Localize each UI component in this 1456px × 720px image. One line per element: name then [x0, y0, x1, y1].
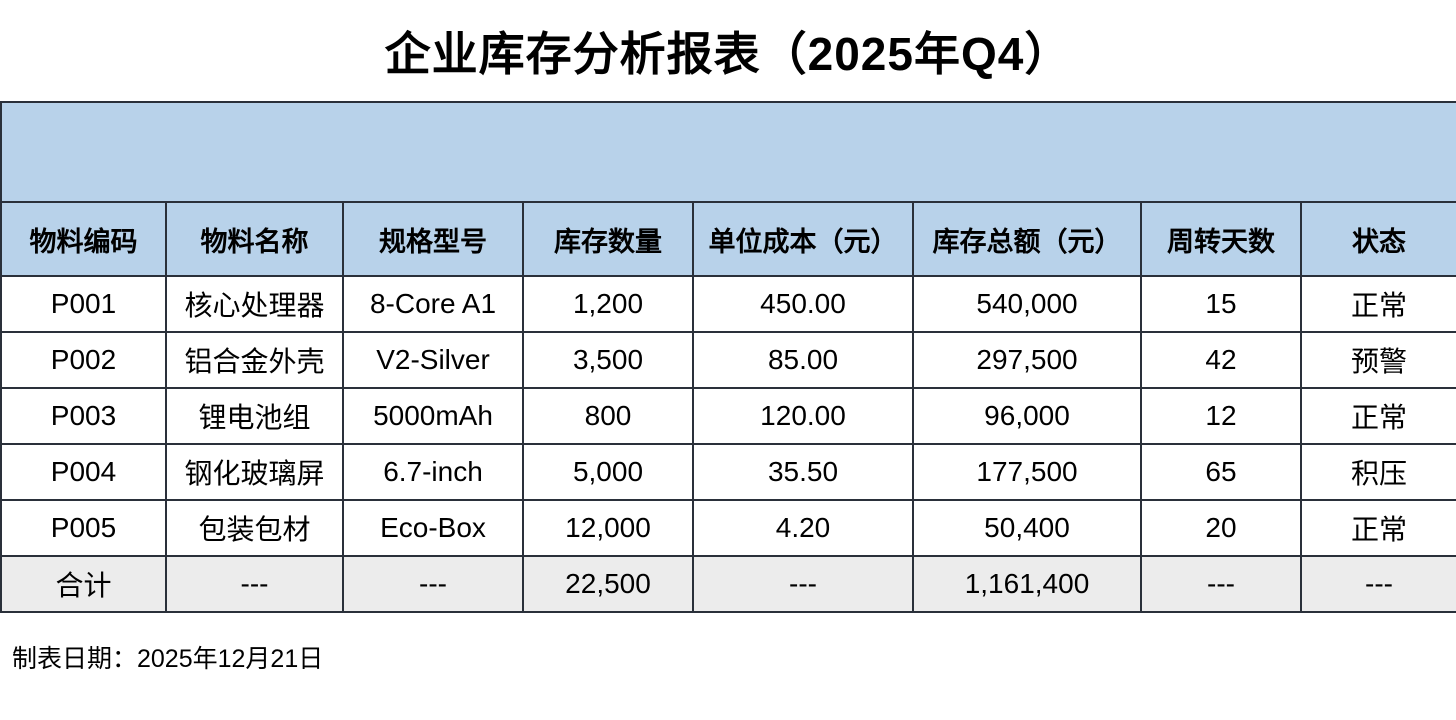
col-header-status: 状态	[1300, 201, 1456, 277]
col-header-code: 物料编码	[0, 201, 167, 277]
cell-unit-cost: 450.00	[692, 275, 914, 333]
cell-unit-cost: 4.20	[692, 499, 914, 557]
cell-total-value: 50,400	[912, 499, 1142, 557]
total-unit-cost: ---	[692, 555, 914, 613]
cell-status: 正常	[1300, 499, 1456, 557]
cell-unit-cost: 35.50	[692, 443, 914, 501]
total-days: ---	[1140, 555, 1302, 613]
cell-qty: 1,200	[522, 275, 694, 333]
cell-name: 铝合金外壳	[165, 331, 344, 389]
cell-spec: Eco-Box	[342, 499, 524, 557]
cell-unit-cost: 85.00	[692, 331, 914, 389]
cell-qty: 5,000	[522, 443, 694, 501]
merged-subheader-band	[0, 101, 1456, 203]
cell-total-value: 540,000	[912, 275, 1142, 333]
cell-spec: 5000mAh	[342, 387, 524, 445]
col-header-spec: 规格型号	[342, 201, 524, 277]
cell-days: 20	[1140, 499, 1302, 557]
cell-days: 65	[1140, 443, 1302, 501]
col-header-total-value: 库存总额（元）	[912, 201, 1142, 277]
cell-unit-cost: 120.00	[692, 387, 914, 445]
col-header-unit-cost: 单位成本（元）	[692, 201, 914, 277]
total-label: 合计	[0, 555, 167, 613]
empty-band-cell	[0, 101, 1456, 203]
cell-qty: 3,500	[522, 331, 694, 389]
cell-days: 42	[1140, 331, 1302, 389]
cell-spec: 8-Core A1	[342, 275, 524, 333]
cell-code: P005	[0, 499, 167, 557]
table-row: P004 钢化玻璃屏 6.7-inch 5,000 35.50 177,500 …	[0, 443, 1456, 501]
cell-code: P001	[0, 275, 167, 333]
total-spec: ---	[342, 555, 524, 613]
cell-name: 包装包材	[165, 499, 344, 557]
cell-name: 核心处理器	[165, 275, 344, 333]
cell-qty: 800	[522, 387, 694, 445]
cell-total-value: 96,000	[912, 387, 1142, 445]
cell-qty: 12,000	[522, 499, 694, 557]
report-title: 企业库存分析报表（2025年Q4）	[384, 27, 1072, 80]
cell-status: 积压	[1300, 443, 1456, 501]
col-header-days: 周转天数	[1140, 201, 1302, 277]
cell-spec: V2-Silver	[342, 331, 524, 389]
cell-status: 正常	[1300, 275, 1456, 333]
cell-name: 钢化玻璃屏	[165, 443, 344, 501]
table-header-row: 物料编码 物料名称 规格型号 库存数量 单位成本（元） 库存总额（元） 周转天数…	[0, 201, 1456, 277]
total-value: 1,161,400	[912, 555, 1142, 613]
inventory-table: 物料编码 物料名称 规格型号 库存数量 单位成本（元） 库存总额（元） 周转天数…	[0, 101, 1456, 613]
cell-spec: 6.7-inch	[342, 443, 524, 501]
cell-code: P002	[0, 331, 167, 389]
cell-name: 锂电池组	[165, 387, 344, 445]
col-header-qty: 库存数量	[522, 201, 694, 277]
col-header-name: 物料名称	[165, 201, 344, 277]
total-name: ---	[165, 555, 344, 613]
cell-status: 正常	[1300, 387, 1456, 445]
total-qty: 22,500	[522, 555, 694, 613]
table-row: P001 核心处理器 8-Core A1 1,200 450.00 540,00…	[0, 275, 1456, 333]
table-row: P002 铝合金外壳 V2-Silver 3,500 85.00 297,500…	[0, 331, 1456, 389]
cell-code: P004	[0, 443, 167, 501]
report-date: 制表日期：2025年12月21日	[12, 645, 324, 673]
total-status: ---	[1300, 555, 1456, 613]
cell-status: 预警	[1300, 331, 1456, 389]
cell-code: P003	[0, 387, 167, 445]
cell-days: 15	[1140, 275, 1302, 333]
cell-total-value: 177,500	[912, 443, 1142, 501]
cell-total-value: 297,500	[912, 331, 1142, 389]
table-row: P003 锂电池组 5000mAh 800 120.00 96,000 12 正…	[0, 387, 1456, 445]
table-row: P005 包装包材 Eco-Box 12,000 4.20 50,400 20 …	[0, 499, 1456, 557]
total-row: 合计 --- --- 22,500 --- 1,161,400 --- ---	[0, 555, 1456, 613]
cell-days: 12	[1140, 387, 1302, 445]
